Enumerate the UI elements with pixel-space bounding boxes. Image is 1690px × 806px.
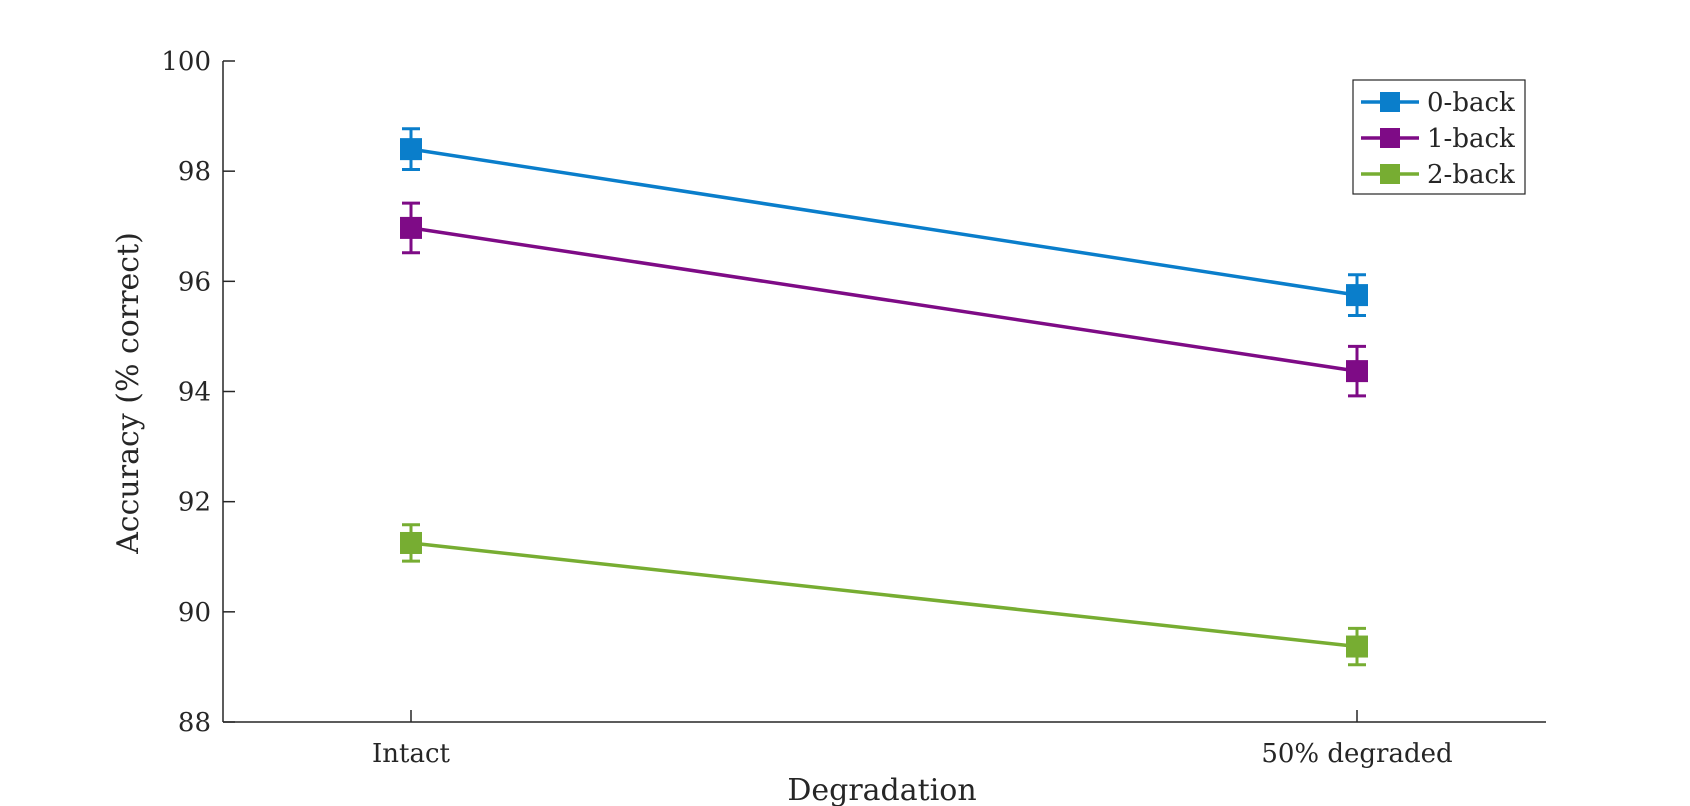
y-tick-label: 88 [178, 708, 211, 738]
data-point-marker [400, 531, 422, 554]
legend-label: 1-back [1427, 124, 1515, 154]
legend-swatch-marker [1380, 92, 1400, 112]
legend-label: 2-back [1427, 160, 1515, 190]
legend-swatch-marker [1380, 128, 1400, 148]
legend-label: 0-back [1427, 88, 1515, 118]
x-axis-title: Degradation [787, 773, 976, 806]
data-point-marker [1346, 360, 1368, 383]
x-tick-label: Intact [372, 739, 451, 769]
series-line [410, 541, 1358, 649]
y-tick-label: 94 [178, 378, 211, 408]
y-tick-label: 98 [178, 157, 211, 187]
y-tick-label: 96 [178, 267, 211, 297]
legend-swatch-marker [1380, 164, 1400, 184]
axes [222, 61, 1546, 723]
x-tick-label: 50% degraded [1261, 739, 1452, 769]
series-2-back [400, 523, 1368, 667]
series-0-back [400, 127, 1368, 317]
data-point-marker [400, 216, 422, 239]
y-tick-label: 90 [178, 598, 211, 628]
data-point-marker [1346, 284, 1368, 307]
legend-item: 0-back [1361, 88, 1515, 118]
y-axis-title: Accuracy (% correct) [111, 232, 146, 555]
legend-item: 1-back [1361, 124, 1515, 154]
series-line [410, 226, 1358, 373]
series-line [410, 147, 1358, 297]
data-point-marker [400, 138, 422, 161]
series-layer [400, 127, 1368, 667]
legend: 0-back 1-back 2-back [1352, 79, 1526, 195]
y-tick-label: 92 [178, 488, 211, 518]
x-axis-ticks: Intact 50% degraded [372, 710, 1453, 769]
legend-item: 2-back [1361, 160, 1515, 190]
series-1-back [400, 201, 1368, 398]
y-tick-label: 100 [161, 47, 211, 77]
data-point-marker [1346, 635, 1368, 658]
y-axis-ticks: 88 90 92 94 96 98 100 [161, 47, 235, 738]
